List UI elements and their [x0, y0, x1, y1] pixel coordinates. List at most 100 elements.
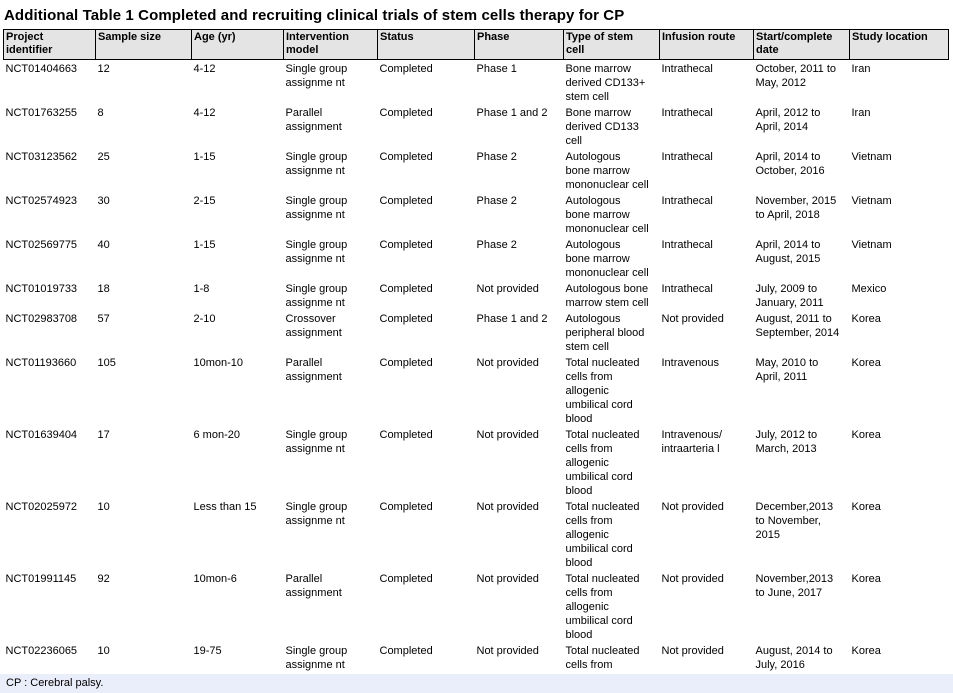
- cell-infusion-route: Intrathecal: [661, 151, 713, 163]
- cell-stem-cell-type: Total nucleated cells from allogenic umb…: [565, 429, 640, 497]
- cell-status: Completed: [379, 645, 433, 657]
- cell-stem-cell-type: Bone marrow derived CD133+ stem cell: [565, 63, 646, 103]
- cell-status: Completed: [379, 501, 433, 513]
- cell-status: Completed: [379, 239, 433, 251]
- cell-phase: Phase 1: [476, 63, 517, 75]
- cell-status: Completed: [379, 283, 433, 295]
- cell-intervention-model: Single group assignme nt: [285, 429, 348, 455]
- table-row: NCT01991145 92 10mon-6 Parallel assignment C…: [4, 570, 949, 642]
- cell-study-location: Iran: [851, 63, 871, 75]
- table-row: NCT02025972 10 Less than 15 Single group as…: [4, 498, 949, 570]
- table-row: NCT02236065 10 19-75 Single group assignme …: [4, 642, 949, 672]
- table-row: NCT03123562 25 1-15 Single group assignme n…: [4, 148, 949, 192]
- cell-sample-size: 10: [97, 645, 110, 657]
- cell-project-identifier: NCT01404663: [5, 63, 78, 75]
- column-header-age: Age (yr): [191, 29, 284, 60]
- table-row: NCT01019733 18 1-8 Single group assignme nt…: [4, 280, 949, 310]
- cell-age: 10mon-10: [193, 357, 244, 369]
- cell-status: Completed: [379, 357, 433, 369]
- cell-infusion-route: Intravenous/ intraarteria l: [661, 429, 723, 455]
- cell-intervention-model: Single group assignme nt: [285, 501, 348, 527]
- table-row: NCT02574923 30 2-15 Single group assignme n…: [4, 192, 949, 236]
- cell-infusion-route: Intrathecal: [661, 63, 713, 75]
- cell-intervention-model: Crossover assignment: [285, 313, 342, 339]
- cell-phase: Not provided: [476, 573, 539, 585]
- cell-project-identifier: NCT01019733: [5, 283, 78, 295]
- cell-status: Completed: [379, 429, 433, 441]
- cell-infusion-route: Intrathecal: [661, 239, 713, 251]
- cell-intervention-model: Single group assignme nt: [285, 63, 348, 89]
- cell-age: 19-75: [193, 645, 222, 657]
- cell-sample-size: 40: [97, 239, 110, 251]
- cell-start-complete-date: May, 2010 to April, 2011: [755, 357, 819, 383]
- cell-age: 2-10: [193, 313, 216, 325]
- column-header-phase: Phase: [474, 29, 564, 60]
- cell-intervention-model: Single group assignme nt: [285, 239, 348, 265]
- cell-study-location: Korea: [851, 357, 881, 369]
- cell-study-location: Korea: [851, 501, 881, 513]
- cell-infusion-route: Intravenous: [661, 357, 719, 369]
- cell-start-complete-date: April, 2014 to October, 2016: [755, 151, 825, 177]
- cell-start-complete-date: December,2013 to November, 2015: [755, 501, 834, 541]
- cell-study-location: Iran: [851, 107, 871, 119]
- cell-project-identifier: NCT01763255: [5, 107, 78, 119]
- table-row: NCT01404663 12 4-12 Single group assignme n…: [4, 60, 949, 105]
- cell-study-location: Vietnam: [851, 239, 892, 251]
- cell-project-identifier: NCT01639404: [5, 429, 78, 441]
- column-header-sample-size: Sample size: [95, 29, 192, 60]
- cell-intervention-model: Single group assignme nt: [285, 645, 348, 671]
- cell-study-location: Vietnam: [851, 151, 892, 163]
- cell-sample-size: 92: [97, 573, 110, 585]
- cell-stem-cell-type: Total nucleated cells from allogenic umb…: [565, 501, 640, 569]
- cell-phase: Phase 1 and 2: [476, 313, 548, 325]
- cell-phase: Phase 2: [476, 239, 517, 251]
- cell-age: Less than 15: [193, 501, 257, 513]
- cell-age: 10mon-6: [193, 573, 237, 585]
- clinical-trials-table: Project identifier Sample size Age (yr) Int…: [3, 29, 949, 672]
- cell-intervention-model: Single group assignme nt: [285, 283, 348, 309]
- cell-intervention-model: Parallel assignment: [285, 357, 342, 383]
- cell-sample-size: 25: [97, 151, 110, 163]
- cell-status: Completed: [379, 63, 433, 75]
- cell-status: Completed: [379, 195, 433, 207]
- cell-age: 2-15: [193, 195, 216, 207]
- cell-phase: Phase 2: [476, 151, 517, 163]
- cell-infusion-route: Intrathecal: [661, 283, 713, 295]
- table-title: Additional Table 1 Completed and recruit…: [4, 7, 625, 24]
- cell-sample-size: 30: [97, 195, 110, 207]
- table-body: NCT01404663 12 4-12 Single group assignme n…: [4, 60, 949, 673]
- cell-age: 1-8: [193, 283, 210, 295]
- column-header-project-identifier: Project identifier: [3, 29, 96, 60]
- column-header-stem-cell-type: Type of stem cell: [563, 29, 660, 60]
- cell-status: Completed: [379, 151, 433, 163]
- cell-status: Completed: [379, 107, 433, 119]
- cell-stem-cell-type: Autologous bone marrow mononuclear cell: [565, 151, 649, 191]
- table-row: NCT01639404 17 6 mon-20 Single group assign…: [4, 426, 949, 498]
- cell-phase: Phase 2: [476, 195, 517, 207]
- column-header-start-complete-date: Start/complete date: [753, 29, 850, 60]
- table-row: NCT02983708 57 2-10 Crossover assignment Com…: [4, 310, 949, 354]
- cell-intervention-model: Single group assignme nt: [285, 151, 348, 177]
- cell-project-identifier: NCT03123562: [5, 151, 78, 163]
- cell-stem-cell-type: Total nucleated cells from allogenic umb…: [565, 357, 640, 425]
- cell-sample-size: 57: [97, 313, 110, 325]
- cell-stem-cell-type: Autologous bone marrow mononuclear cell: [565, 195, 649, 235]
- cell-study-location: Korea: [851, 573, 881, 585]
- cell-study-location: Mexico: [851, 283, 887, 295]
- cell-start-complete-date: April, 2014 to August, 2015: [755, 239, 821, 265]
- cell-phase: Not provided: [476, 429, 539, 441]
- cell-intervention-model: Parallel assignment: [285, 107, 342, 133]
- cell-start-complete-date: July, 2012 to March, 2013: [755, 429, 818, 455]
- cell-sample-size: 12: [97, 63, 110, 75]
- cell-stem-cell-type: Autologous bone marrow stem cell: [565, 283, 649, 309]
- cell-project-identifier: NCT02574923: [5, 195, 78, 207]
- column-header-status: Status: [377, 29, 475, 60]
- cell-project-identifier: NCT02983708: [5, 313, 78, 325]
- cell-start-complete-date: November,2013 to June, 2017: [755, 573, 834, 599]
- cell-sample-size: 105: [97, 357, 116, 369]
- column-header-infusion-route: Infusion route: [659, 29, 754, 60]
- cell-infusion-route: Not provided: [661, 313, 724, 325]
- cell-study-location: Vietnam: [851, 195, 892, 207]
- cell-project-identifier: NCT01193660: [5, 357, 77, 369]
